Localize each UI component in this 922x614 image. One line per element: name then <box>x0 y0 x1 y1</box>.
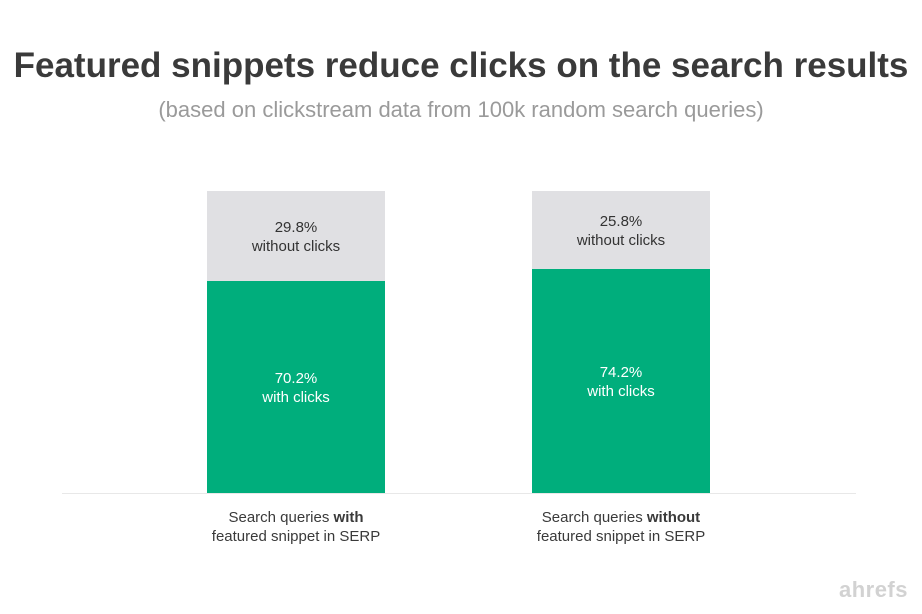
chart-title: Featured snippets reduce clicks on the s… <box>13 46 909 85</box>
data-label-value: 74.2% <box>600 364 643 381</box>
data-label-value: 70.2% <box>275 370 318 387</box>
data-label-value: 25.8% <box>600 213 643 230</box>
data-label-value: 29.8% <box>275 219 318 236</box>
data-label-series: with clicks <box>586 383 655 400</box>
bar-segment-without-clicks-1 <box>207 191 385 281</box>
category-label-line2: featured snippet in SERP <box>537 528 705 545</box>
ahrefs-logo: ahrefs <box>838 577 908 602</box>
data-label-series: without clicks <box>251 238 340 255</box>
bar-segment-with-clicks-1 <box>207 280 385 493</box>
chart-subtitle: (based on clickstream data from 100k ran… <box>158 97 764 122</box>
category-label-line1: Search queries without <box>542 509 700 526</box>
category-label-line1: Search queries with <box>228 509 363 526</box>
category-label-line2: featured snippet in SERP <box>212 528 380 545</box>
bar-segment-with-clicks-2 <box>532 268 710 493</box>
data-label-series: without clicks <box>576 232 665 249</box>
bar-segment-without-clicks-2 <box>532 191 710 269</box>
data-label-series: with clicks <box>261 389 330 406</box>
